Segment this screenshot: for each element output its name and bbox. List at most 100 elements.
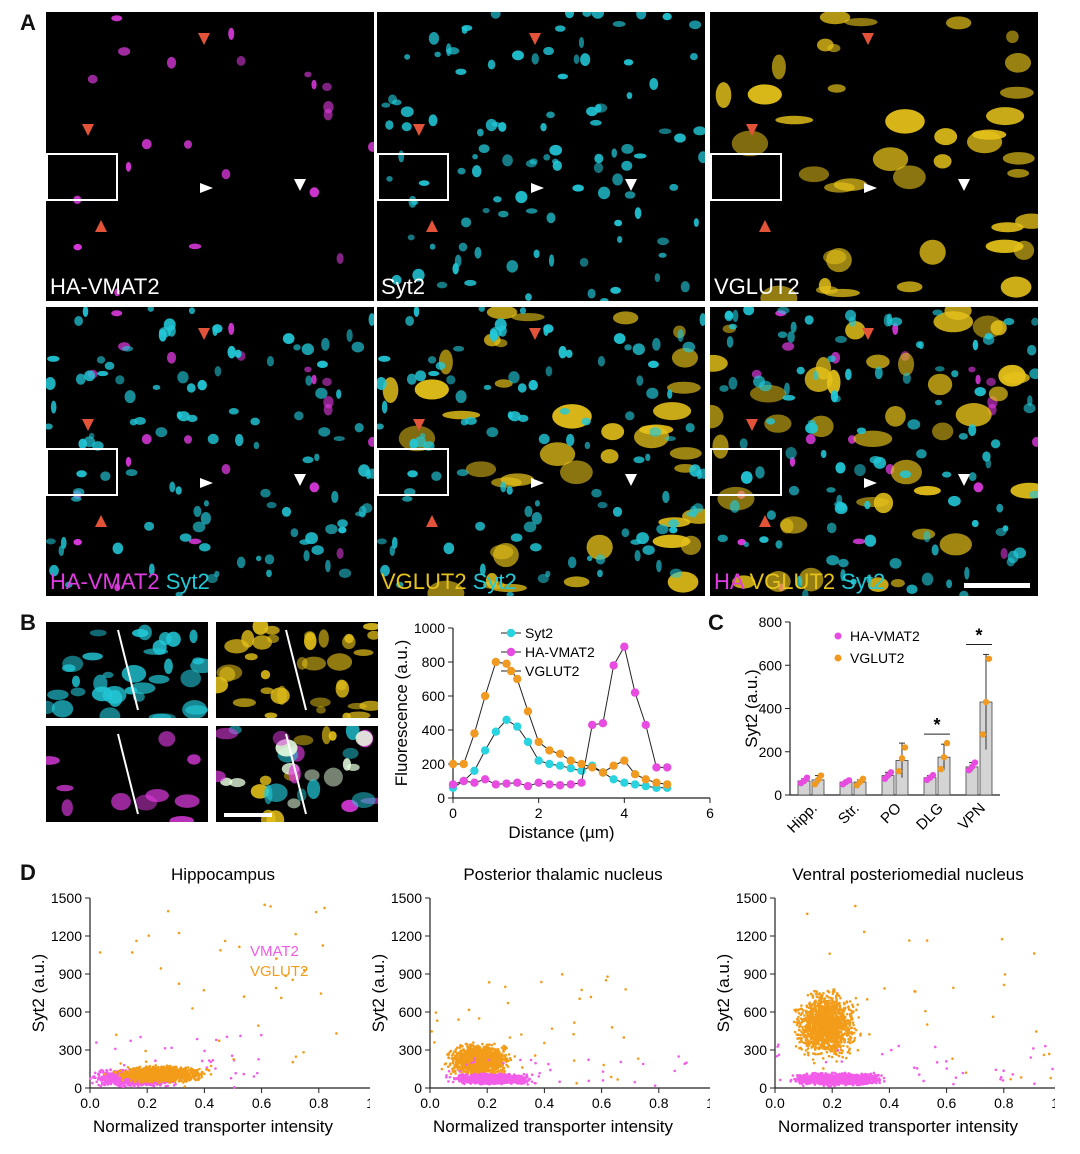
data-point	[652, 778, 661, 787]
puncta	[112, 542, 124, 555]
x-tick-label: 0.0	[80, 1095, 100, 1111]
puncta	[737, 538, 746, 546]
puncta	[428, 31, 440, 45]
x-tick-label: 0.4	[535, 1095, 555, 1111]
puncta	[431, 471, 442, 482]
puncta	[669, 447, 702, 460]
y-tick-label: 0	[74, 1080, 82, 1096]
puncta	[804, 315, 814, 325]
puncta	[472, 153, 478, 160]
puncta	[212, 325, 218, 336]
scatter-point	[152, 1071, 155, 1075]
puncta	[658, 128, 672, 135]
data-point	[502, 659, 511, 668]
scatter-point	[154, 1063, 157, 1067]
scatter-point	[147, 934, 151, 937]
scatter-point	[119, 1062, 122, 1065]
puncta	[475, 521, 486, 531]
puncta	[986, 377, 996, 387]
puncta	[377, 423, 384, 430]
puncta	[533, 249, 540, 259]
scatter-point	[134, 1079, 137, 1082]
plot-title: Posterior thalamic nucleus	[463, 865, 662, 884]
x-axis-label: Normalized transporter intensity	[93, 1117, 333, 1136]
inset-image	[46, 731, 201, 822]
puncta	[613, 333, 626, 345]
arrowhead-icon	[862, 33, 874, 45]
scatter-point	[187, 1068, 191, 1072]
scatter-point	[186, 1072, 190, 1076]
puncta	[964, 566, 970, 580]
puncta	[581, 417, 591, 426]
puncta	[250, 417, 260, 426]
puncta	[301, 343, 314, 356]
puncta	[698, 151, 705, 164]
legend-marker	[506, 628, 516, 638]
scatter-point	[132, 1070, 136, 1074]
inset-box	[46, 448, 118, 496]
puncta	[539, 442, 576, 467]
puncta	[674, 133, 686, 143]
y-axis-label: Syt2 (a.u.)	[369, 954, 388, 1032]
puncta	[78, 438, 87, 450]
scatter-point	[167, 1065, 170, 1069]
puncta	[419, 432, 426, 439]
puncta	[264, 712, 278, 718]
puncta	[835, 462, 846, 474]
puncta	[221, 463, 231, 475]
puncta	[337, 519, 348, 528]
scatter-point	[104, 1079, 108, 1083]
puncta	[636, 375, 644, 386]
puncta	[353, 649, 374, 657]
puncta	[93, 674, 108, 693]
scatter-point	[481, 1042, 484, 1046]
puncta	[282, 333, 295, 345]
scatter-point	[180, 1073, 184, 1076]
data-point	[630, 780, 640, 789]
data-point	[641, 775, 650, 784]
puncta	[458, 242, 468, 252]
puncta	[141, 139, 152, 150]
puncta	[311, 79, 317, 90]
puncta	[573, 54, 580, 65]
puncta	[898, 352, 915, 377]
puncta	[203, 500, 209, 507]
scatter-point	[144, 1083, 148, 1087]
y-axis-label: Syt2 (a.u.)	[29, 954, 48, 1032]
puncta	[483, 384, 492, 390]
puncta	[391, 274, 402, 285]
puncta	[668, 519, 679, 528]
micrograph-image	[377, 307, 705, 596]
puncta	[853, 430, 893, 447]
puncta	[617, 235, 623, 244]
puncta	[654, 273, 661, 282]
data-point	[545, 759, 554, 769]
scatter-point	[513, 1055, 517, 1058]
puncta	[395, 581, 404, 588]
scatter-plot: Posterior thalamic nucleus03006009001200…	[369, 865, 710, 1136]
puncta	[347, 702, 367, 710]
scatter-point	[181, 1081, 185, 1084]
puncta	[316, 706, 326, 714]
puncta	[351, 792, 376, 809]
scatter-point	[575, 1082, 578, 1085]
inset-micrograph	[46, 622, 208, 718]
puncta	[64, 581, 73, 588]
series-points	[430, 973, 640, 1085]
puncta	[409, 438, 418, 450]
puncta	[625, 411, 635, 421]
puncta	[680, 281, 690, 293]
puncta	[587, 288, 596, 299]
scatter-point	[144, 1066, 148, 1070]
scatter-point	[138, 1081, 142, 1084]
arrowhead-icon	[82, 124, 94, 136]
inset-image	[216, 726, 378, 822]
puncta	[506, 486, 513, 495]
scatter-point	[209, 1064, 213, 1068]
puncta	[304, 71, 312, 78]
puncta	[508, 371, 520, 384]
puncta	[189, 629, 198, 644]
puncta	[621, 160, 633, 171]
puncta	[788, 485, 800, 496]
scatter-point	[126, 1065, 130, 1069]
